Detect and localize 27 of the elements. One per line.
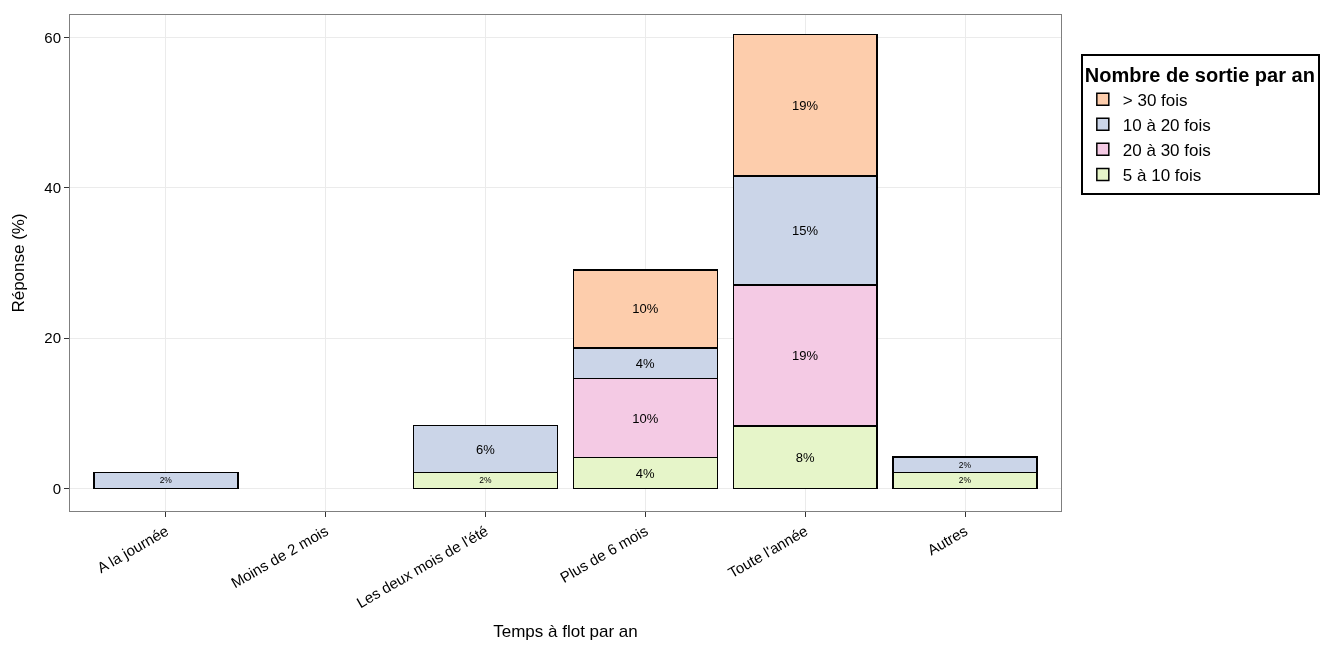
legend-label: 20 à 30 fois (1122, 141, 1211, 160)
y-tick-label: 0 (52, 479, 61, 497)
legend-label: > 30 fois (1122, 90, 1188, 110)
data-label: 2% (159, 475, 173, 486)
legend-title: Nombre de sortie par an (1084, 63, 1315, 86)
y-tick-label: 20 (44, 329, 61, 347)
y-tick-label: 60 (44, 28, 61, 46)
bar (93, 471, 239, 490)
legend-label: 5 à 10 fois (1122, 166, 1202, 186)
x-axis-title: Temps à flot par an (493, 622, 638, 642)
data-label: 4% (635, 355, 656, 371)
data-label: 6% (475, 441, 496, 457)
y-tick-label: 40 (44, 179, 61, 197)
y-axis-title: Réponse (%) (8, 213, 28, 313)
data-label: 2% (958, 475, 972, 486)
x-tick-label: Les deux mois de l'été (353, 521, 491, 611)
data-label: 10% (632, 410, 659, 426)
data-label: 4% (635, 465, 656, 481)
x-tick-label: Plus de 6 mois (556, 521, 651, 586)
data-label: 2% (479, 475, 493, 486)
data-label: 8% (795, 449, 815, 465)
data-label: 15% (792, 222, 819, 238)
data-label: 2% (958, 459, 972, 470)
legend-label: 10 à 20 fois (1122, 115, 1211, 135)
data-label: 19% (792, 97, 819, 113)
data-label: 10% (632, 301, 659, 317)
data-label: 19% (792, 347, 819, 363)
